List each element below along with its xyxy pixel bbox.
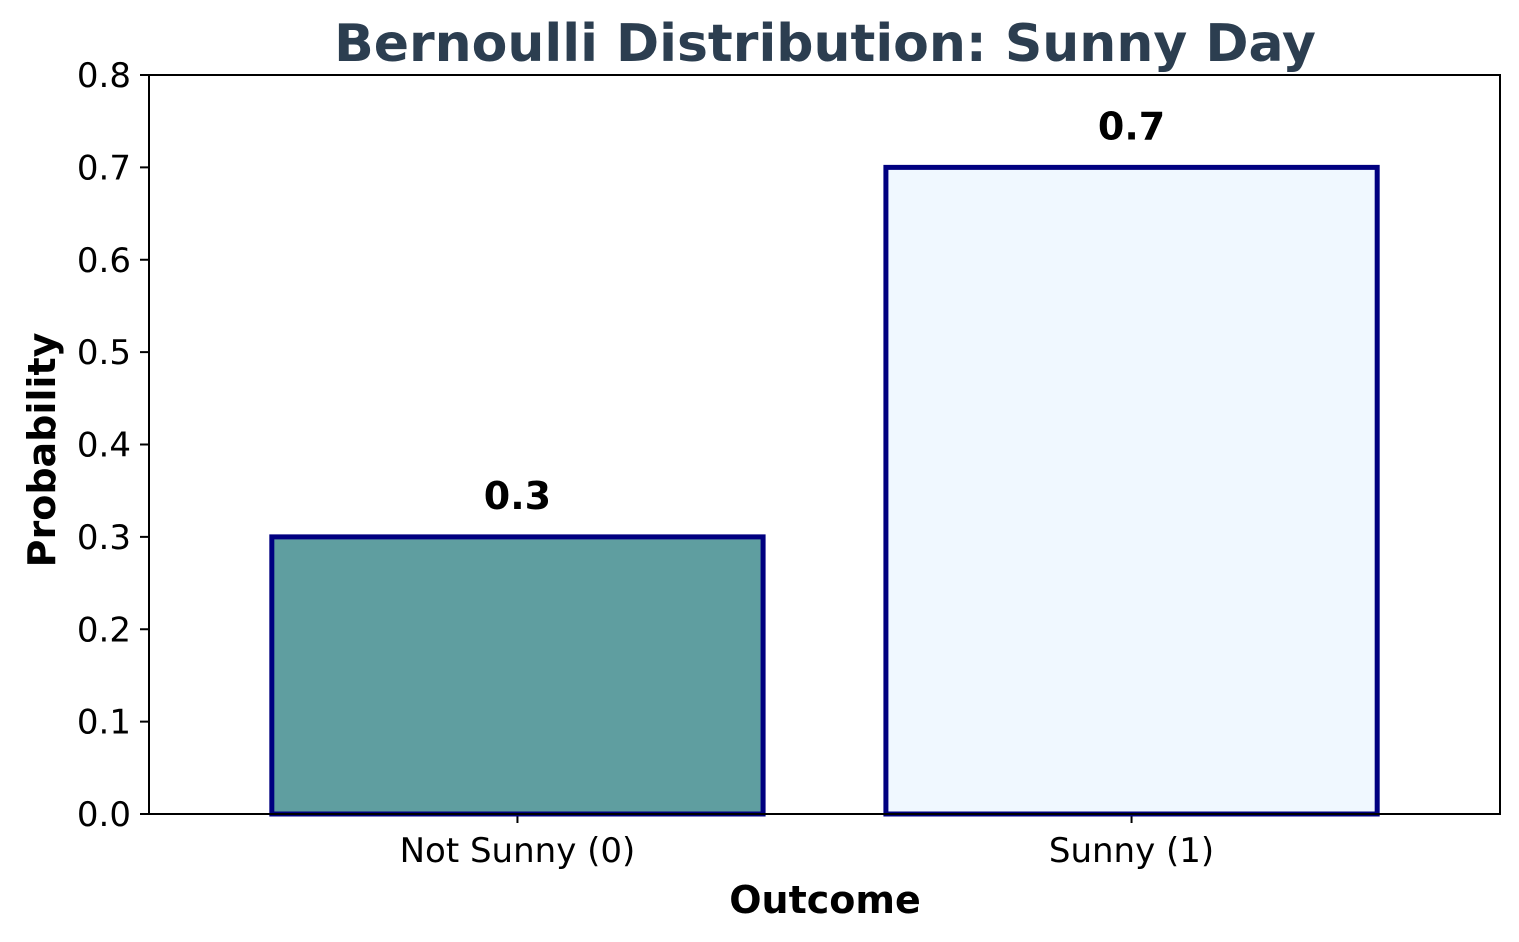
y-tick-label: 0.0: [77, 795, 131, 835]
x-axis-title: Outcome: [729, 878, 921, 922]
bars: [269, 164, 1380, 817]
y-axis-title: Probability: [20, 332, 64, 567]
data-label: 0.3: [484, 474, 551, 518]
chart-title: Bernoulli Distribution: Sunny Day: [334, 14, 1316, 74]
plot-frame: [148, 74, 1501, 815]
y-tick-label: 0.8: [77, 56, 131, 96]
y-tick-label: 0.7: [77, 148, 131, 188]
y-tick-label: 0.6: [77, 241, 131, 281]
bar-1: [883, 164, 1380, 817]
y-tick-label: 0.1: [77, 703, 131, 743]
data-label: 0.7: [1098, 104, 1165, 148]
y-tick-label: 0.5: [77, 333, 131, 373]
data-labels: 0.3 0.7: [484, 104, 1165, 518]
x-tick-label: Not Sunny (0): [400, 831, 636, 871]
y-tick-label: 0.2: [77, 610, 131, 650]
y-tick-label: 0.3: [77, 518, 131, 558]
y-tick-label: 0.4: [77, 426, 131, 466]
y-axis-ticks: 0.0 0.1 0.2 0.3 0.4 0.5 0.6 0.7 0.8: [77, 56, 149, 835]
x-axis-ticks: Not Sunny (0) Sunny (1): [400, 814, 1214, 871]
x-tick-label: Sunny (1): [1049, 831, 1214, 871]
bar-0: [269, 534, 766, 817]
